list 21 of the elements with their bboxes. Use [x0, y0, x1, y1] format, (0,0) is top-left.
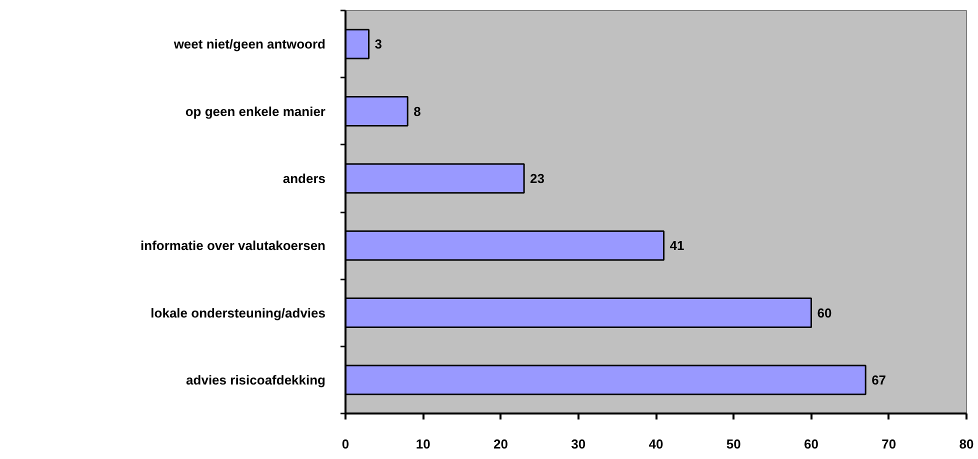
x-tick-label: 0 [342, 436, 350, 452]
data-label: 8 [414, 104, 421, 119]
data-label: 67 [872, 372, 886, 388]
y-tick-label: anders [282, 170, 326, 186]
x-tick-label: 40 [648, 436, 664, 452]
x-tick-label: 30 [571, 436, 586, 452]
x-tick-label: 50 [726, 436, 741, 452]
x-tick-label: 60 [804, 436, 818, 452]
y-tick-label: informatie over valutakoersen [140, 238, 326, 254]
y-tick-label: op geen enkele manier [185, 104, 326, 119]
data-label: 3 [374, 36, 382, 52]
data-label: 41 [670, 238, 684, 254]
x-tick-label: 80 [959, 436, 974, 452]
y-tick-label: weet niet/geen antwoord [172, 36, 326, 52]
x-tick-label: 70 [882, 436, 896, 452]
x-tick-label: 20 [494, 436, 508, 452]
data-label: 60 [817, 305, 832, 320]
y-tick-label: lokale ondersteuning/advies [150, 305, 326, 320]
x-tick-label: 10 [416, 436, 430, 452]
data-label: 23 [530, 170, 545, 186]
y-tick-label: advies risicoafdekking [186, 372, 326, 388]
